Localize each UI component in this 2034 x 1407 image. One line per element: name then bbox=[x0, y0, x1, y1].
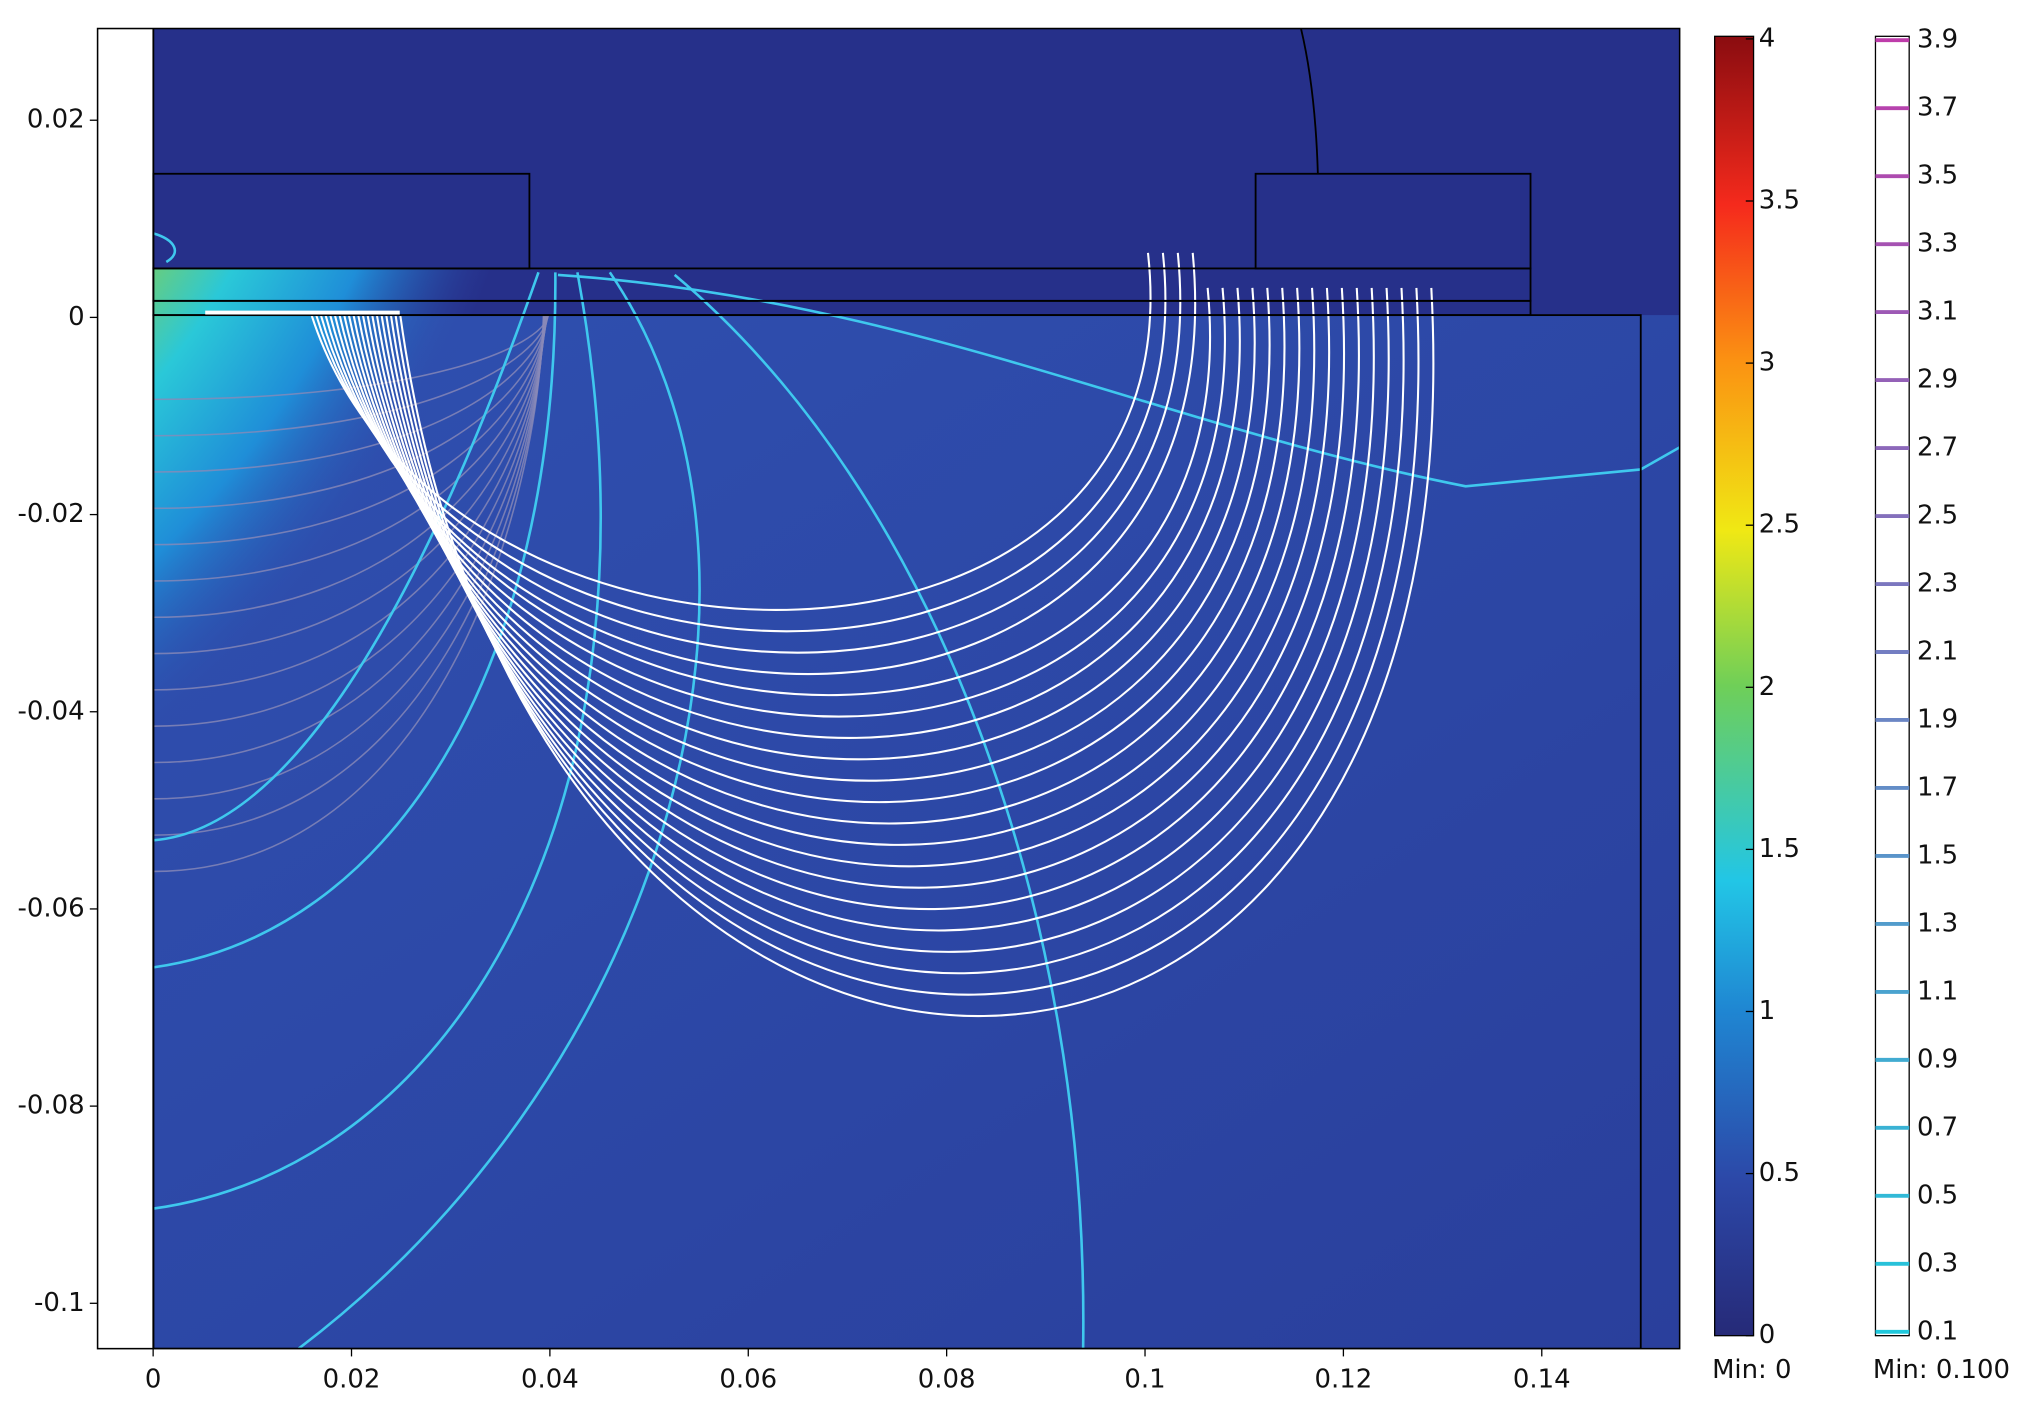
contour-legend-label: 2.7 bbox=[1917, 433, 1958, 463]
contour-legend-label: 3.5 bbox=[1917, 161, 1958, 191]
field-blob bbox=[153, 268, 582, 873]
gray-contour bbox=[153, 315, 547, 619]
contour-legend-min: Min: 0.100 bbox=[1873, 1355, 2010, 1385]
gray-contours bbox=[153, 314, 550, 873]
iso-line bbox=[557, 273, 1680, 488]
y-tick-label: -0.04 bbox=[18, 696, 85, 726]
y-tick-label: 0 bbox=[68, 302, 85, 332]
contour-legend-label: 1.9 bbox=[1917, 704, 1958, 734]
contour-legend-label: 3.9 bbox=[1917, 25, 1958, 55]
gray-contour bbox=[153, 315, 545, 800]
contour-legend-label: 2.1 bbox=[1917, 637, 1958, 667]
colorbar-tick-label: 0.5 bbox=[1759, 1158, 1800, 1188]
iso-line bbox=[153, 271, 540, 842]
colorbar-tick-label: 1 bbox=[1759, 996, 1776, 1026]
iso-line bbox=[152, 232, 177, 264]
contour-legend-label: 3.3 bbox=[1917, 229, 1958, 259]
colorbar bbox=[1714, 35, 1755, 1337]
x-tick-label: 0.12 bbox=[1315, 1364, 1373, 1394]
gray-contour bbox=[153, 315, 549, 473]
plot-area bbox=[97, 28, 1680, 1349]
colorbar-tick-label: 4 bbox=[1759, 23, 1776, 53]
gray-contour bbox=[153, 315, 549, 510]
colorbar-min: Min: 0 bbox=[1712, 1355, 1791, 1385]
boundary bbox=[152, 314, 1642, 1349]
contour-legend-label: 0.7 bbox=[1917, 1112, 1958, 1142]
x-tick-label: 0.14 bbox=[1513, 1364, 1571, 1394]
colorbar-tick-label: 0 bbox=[1759, 1320, 1776, 1350]
contour-legend-label: 2.3 bbox=[1917, 569, 1958, 599]
geometry bbox=[152, 28, 1642, 1349]
colorbar-tick-label: 1.5 bbox=[1759, 834, 1800, 864]
contour-legend-label: 1.1 bbox=[1917, 976, 1958, 1006]
colorbar-tick-label: 2.5 bbox=[1759, 510, 1800, 540]
y-tick-label: 0.02 bbox=[27, 105, 85, 135]
contour-legend-label: 1.7 bbox=[1917, 772, 1958, 802]
contour-legend-label: 3.7 bbox=[1917, 93, 1958, 123]
contour-legend-label: 2.9 bbox=[1917, 365, 1958, 395]
gray-contour bbox=[153, 315, 545, 836]
symmetry-strip bbox=[97, 28, 154, 1349]
gray-contour bbox=[153, 315, 548, 546]
gray-contour bbox=[153, 314, 550, 401]
iso-line bbox=[153, 272, 602, 1210]
streamlines bbox=[310, 252, 1435, 1018]
x-tick-label: 0.06 bbox=[719, 1364, 777, 1394]
contour-legend-label: 0.1 bbox=[1917, 1316, 1958, 1346]
contour-legend-label: 0.9 bbox=[1917, 1044, 1958, 1074]
y-tick-label: -0.06 bbox=[18, 893, 85, 923]
boundary bbox=[1300, 28, 1319, 174]
x-tick-label: 0.02 bbox=[323, 1364, 381, 1394]
gray-contour bbox=[153, 315, 549, 437]
colorbar-tick-label: 3 bbox=[1759, 348, 1776, 378]
contour-legend-label: 0.3 bbox=[1917, 1248, 1958, 1278]
contour-legend-label: 1.5 bbox=[1917, 840, 1958, 870]
x-tick-label: 0.08 bbox=[918, 1364, 976, 1394]
iso-line bbox=[673, 273, 1085, 1349]
x-tick-label: 0 bbox=[145, 1364, 162, 1394]
plot-frame bbox=[96, 27, 1681, 1350]
colorbar-tick-label: 2 bbox=[1759, 672, 1776, 702]
x-tick-label: 0.1 bbox=[1124, 1364, 1165, 1394]
contour-legend-label: 1.3 bbox=[1917, 908, 1958, 938]
gray-contour bbox=[153, 315, 548, 582]
y-tick-label: -0.1 bbox=[34, 1288, 85, 1318]
iso-line bbox=[153, 272, 557, 969]
y-tick-label: -0.08 bbox=[18, 1091, 85, 1121]
streamline bbox=[399, 287, 1435, 1018]
contour-legend bbox=[1874, 35, 1910, 1337]
contour-legend-label: 2.5 bbox=[1917, 501, 1958, 531]
contour-legend-label: 0.5 bbox=[1917, 1180, 1958, 1210]
gray-contour bbox=[153, 315, 546, 764]
y-tick-label: -0.02 bbox=[18, 499, 85, 529]
colorbar-tick-label: 3.5 bbox=[1759, 186, 1800, 216]
gray-contour bbox=[153, 315, 545, 873]
gray-contour bbox=[153, 315, 546, 727]
contour-legend-label: 3.1 bbox=[1917, 297, 1958, 327]
x-tick-label: 0.04 bbox=[521, 1364, 579, 1394]
